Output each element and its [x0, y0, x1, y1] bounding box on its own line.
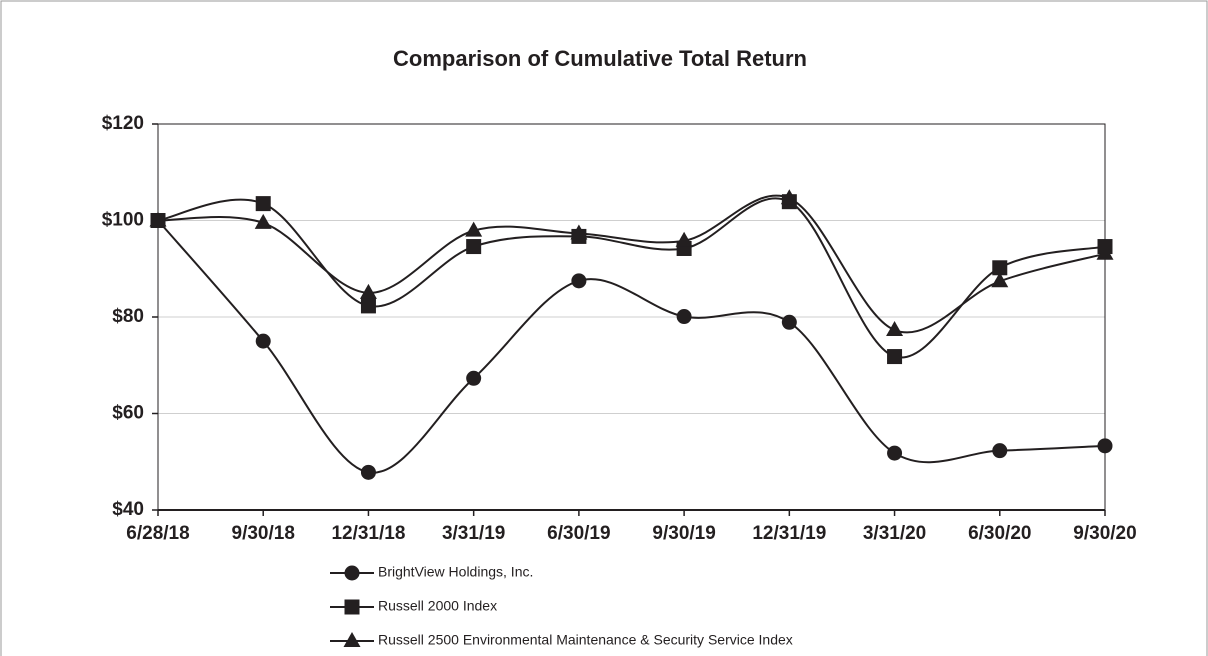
data-point	[360, 298, 376, 314]
data-point	[466, 239, 482, 255]
data-point	[992, 443, 1008, 459]
data-point	[780, 189, 798, 205]
data-point	[992, 260, 1008, 276]
legend-marker	[343, 632, 361, 647]
data-point	[991, 272, 1009, 288]
data-point	[465, 221, 483, 237]
y-tick-label: $120	[102, 113, 144, 134]
x-tick-label: 12/31/19	[752, 523, 826, 544]
legend-marker	[344, 599, 360, 615]
data-point	[676, 309, 692, 325]
x-tick-label: 9/30/19	[652, 523, 715, 544]
data-point	[255, 196, 271, 212]
y-tick-label: $80	[112, 306, 144, 327]
data-point	[570, 224, 588, 240]
data-point	[1096, 244, 1114, 260]
legend-label: Russell 2500 Environmental Maintenance &…	[378, 632, 793, 648]
x-tick-label: 3/31/19	[442, 523, 505, 544]
x-tick-label: 6/30/20	[968, 523, 1031, 544]
legend-label: BrightView Holdings, Inc.	[378, 564, 533, 580]
y-tick-label: $40	[112, 499, 144, 520]
x-tick-label: 3/31/20	[863, 523, 926, 544]
y-tick-label: $60	[112, 403, 144, 424]
data-point	[1097, 438, 1113, 454]
data-point	[571, 273, 587, 289]
data-point	[466, 370, 482, 386]
series-line	[157, 219, 1106, 474]
data-point	[360, 464, 376, 480]
x-tick-label: 6/30/19	[547, 523, 610, 544]
x-tick-label: 9/30/20	[1073, 523, 1136, 544]
series-line	[157, 197, 1106, 359]
data-point	[781, 314, 797, 330]
series-line	[157, 194, 1106, 334]
y-tick-label: $100	[102, 210, 144, 231]
data-point	[255, 333, 271, 349]
x-tick-label: 6/28/18	[126, 523, 189, 544]
legend-label: Russell 2000 Index	[378, 598, 497, 614]
data-point	[359, 283, 377, 299]
data-point	[254, 213, 272, 229]
x-tick-label: 9/30/18	[232, 523, 295, 544]
chart-title: Comparison of Cumulative Total Return	[393, 46, 807, 71]
data-point	[149, 211, 167, 227]
data-point	[675, 231, 693, 247]
x-tick-label: 12/31/18	[331, 523, 405, 544]
data-point	[887, 349, 903, 365]
legend-marker	[344, 565, 360, 581]
data-point	[886, 321, 904, 337]
data-point	[887, 445, 903, 461]
